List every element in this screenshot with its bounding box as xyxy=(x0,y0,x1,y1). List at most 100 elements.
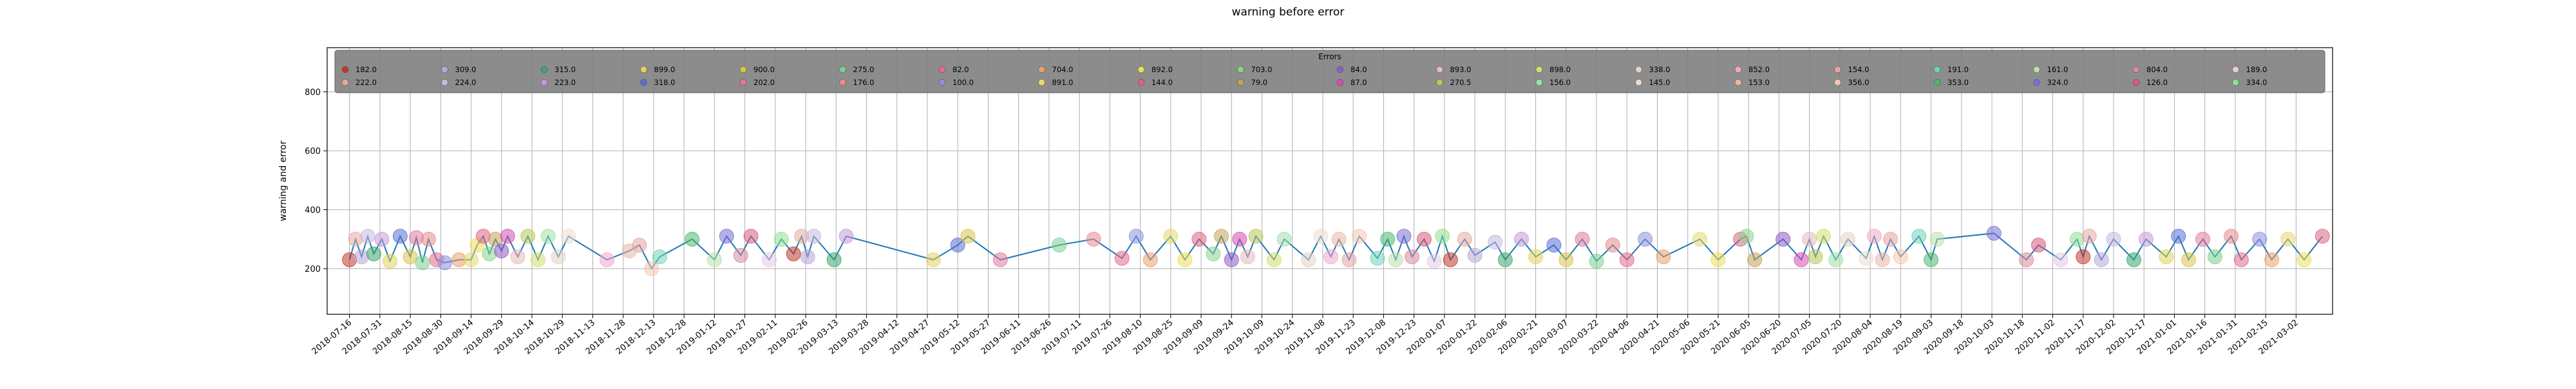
data-point xyxy=(1301,252,1316,267)
y-tick-label: 200 xyxy=(305,265,321,274)
data-point xyxy=(1546,237,1562,252)
data-point xyxy=(1893,249,1908,265)
data-point xyxy=(1747,252,1763,267)
data-point xyxy=(1380,231,1396,247)
data-point xyxy=(551,249,566,265)
data-point xyxy=(1114,251,1130,266)
legend-label: 703.0 xyxy=(1251,65,1273,74)
data-point xyxy=(1206,246,1221,261)
data-point xyxy=(1276,231,1292,247)
data-point xyxy=(1776,231,1791,247)
data-point xyxy=(1924,252,1939,267)
data-point xyxy=(1589,254,1604,269)
legend-label: 309.0 xyxy=(455,65,477,74)
legend-marker xyxy=(1137,66,1145,73)
legend-marker xyxy=(341,66,349,73)
legend-marker xyxy=(1038,66,1045,73)
data-point xyxy=(520,229,536,244)
legend-marker xyxy=(1734,79,1742,86)
data-point xyxy=(392,229,408,244)
y-tick-label: 600 xyxy=(305,147,321,157)
plot-frame xyxy=(327,47,2333,315)
legend-marker xyxy=(938,66,946,73)
data-point xyxy=(826,252,842,267)
data-point xyxy=(500,229,515,244)
data-point xyxy=(2181,252,2196,267)
data-point xyxy=(1816,229,1832,244)
y-axis-label: warning and error xyxy=(278,140,289,221)
data-point xyxy=(1929,231,1945,247)
data-point xyxy=(1240,249,1255,265)
legend-label: 891.0 xyxy=(1052,78,1074,87)
y-tick-label: 800 xyxy=(305,88,321,98)
data-point xyxy=(706,252,722,267)
y-tick-label: 400 xyxy=(305,206,321,216)
data-point xyxy=(2106,231,2121,247)
legend-marker xyxy=(1535,66,1543,73)
legend-label: 275.0 xyxy=(853,65,875,74)
legend-marker xyxy=(540,79,548,86)
data-point xyxy=(1232,231,1247,247)
legend-marker xyxy=(640,79,647,86)
data-point xyxy=(1802,231,1817,247)
legend-marker xyxy=(441,66,448,73)
data-point xyxy=(1313,229,1329,244)
legend-marker xyxy=(1635,79,1642,86)
legend-label: 324.0 xyxy=(2047,78,2069,87)
marker-layer xyxy=(342,225,2330,276)
data-point xyxy=(2126,252,2141,267)
data-point xyxy=(761,252,777,267)
legend-label: 182.0 xyxy=(355,65,377,74)
data-point xyxy=(1248,229,1264,244)
data-point xyxy=(644,261,659,276)
data-point xyxy=(1605,237,1620,252)
legend-label: 852.0 xyxy=(1748,65,1770,74)
data-point xyxy=(2264,252,2280,267)
data-point xyxy=(1052,237,1067,252)
data-point xyxy=(2233,252,2249,267)
data-point xyxy=(1497,252,1513,267)
data-point xyxy=(1266,252,1282,267)
data-point xyxy=(1405,249,1420,265)
data-point xyxy=(1416,231,1432,247)
legend-label: 144.0 xyxy=(1151,78,1173,87)
data-point xyxy=(2159,249,2174,265)
data-point xyxy=(1323,249,1339,265)
data-point xyxy=(2315,229,2330,244)
legend-label: 338.0 xyxy=(1649,65,1671,74)
legend-marker xyxy=(739,79,747,86)
data-point xyxy=(632,237,647,252)
legend-marker xyxy=(640,66,647,73)
data-point xyxy=(2138,231,2154,247)
data-point xyxy=(1142,252,1158,267)
data-point xyxy=(1710,252,1726,267)
data-point xyxy=(1808,249,1823,265)
legend-marker xyxy=(1933,66,1941,73)
legend-marker xyxy=(341,79,349,86)
data-point xyxy=(2031,237,2046,252)
legend-label: 315.0 xyxy=(554,65,576,74)
legend-label: 154.0 xyxy=(1848,65,1870,74)
legend-label: 892.0 xyxy=(1151,65,1173,74)
legend-label: 334.0 xyxy=(2246,78,2268,87)
data-point xyxy=(366,246,381,261)
legend-label: 804.0 xyxy=(2146,65,2168,74)
data-point xyxy=(743,229,759,244)
legend-label: 145.0 xyxy=(1649,78,1671,87)
legend-label: 270.5 xyxy=(1450,78,1472,87)
legend-label: 353.0 xyxy=(1947,78,1969,87)
data-point xyxy=(2069,231,2085,247)
data-point xyxy=(2280,231,2296,247)
data-point xyxy=(1341,252,1357,267)
data-point xyxy=(561,229,576,244)
data-point xyxy=(1794,252,1809,267)
legend-marker xyxy=(839,66,846,73)
legend-label: 189.0 xyxy=(2246,65,2268,74)
legend-marker xyxy=(1137,79,1145,86)
chart-title: warning before error xyxy=(1232,6,1345,19)
data-point xyxy=(1575,231,1590,247)
legend-label: 176.0 xyxy=(853,78,875,87)
data-point xyxy=(806,229,822,244)
legend-label: 893.0 xyxy=(1450,65,1472,74)
